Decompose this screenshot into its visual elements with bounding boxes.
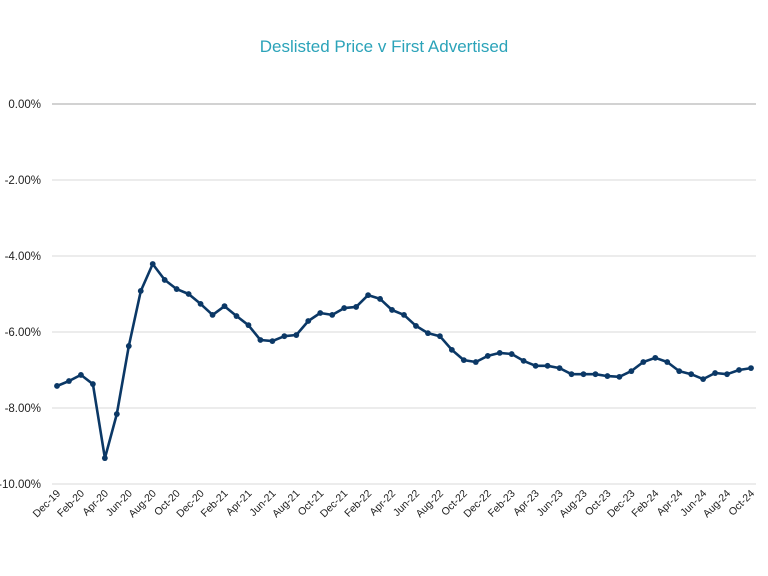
data-point	[365, 292, 372, 299]
y-tick-label: -10.00%	[0, 479, 41, 491]
data-point	[185, 291, 192, 297]
data-point	[604, 373, 611, 379]
x-tick-label: Feb-24	[629, 488, 661, 520]
data-point	[532, 362, 539, 369]
data-point	[628, 368, 635, 375]
data-point	[305, 318, 312, 324]
data-point	[341, 305, 348, 311]
x-tick-label: Feb-23	[486, 488, 518, 520]
x-tick-label: Aug-20	[126, 488, 159, 521]
x-tick-label: Aug-24	[701, 488, 734, 521]
data-point	[54, 383, 60, 389]
x-tick-label: Oct-24	[726, 488, 757, 519]
x-tick-label: Feb-21	[199, 488, 231, 520]
data-point	[448, 346, 455, 353]
data-point	[317, 310, 324, 316]
data-point	[580, 371, 587, 378]
data-point	[700, 376, 707, 383]
x-tick-label: Aug-22	[414, 488, 447, 521]
data-point	[508, 351, 515, 357]
chart-title: Deslisted Price v First Advertised	[260, 37, 508, 56]
data-point	[413, 323, 419, 329]
x-tick-label: Feb-20	[55, 488, 87, 520]
data-point	[736, 367, 742, 373]
data-point	[257, 337, 264, 343]
data-point	[161, 277, 168, 283]
data-point	[544, 362, 551, 369]
data-point	[197, 300, 204, 307]
data-point	[209, 312, 216, 318]
data-point	[652, 354, 659, 361]
data-point	[401, 312, 407, 318]
data-point	[221, 303, 228, 310]
data-point	[78, 372, 84, 378]
data-point	[592, 371, 599, 378]
data-point	[460, 357, 467, 364]
data-point	[748, 365, 754, 371]
data-point	[233, 313, 240, 319]
data-point	[173, 286, 180, 292]
data-point	[89, 381, 96, 387]
series-line	[56, 262, 752, 460]
data-point	[377, 296, 383, 302]
y-tick-label: 0.00%	[8, 99, 41, 111]
data-point	[664, 359, 671, 365]
data-point	[353, 304, 360, 310]
x-tick-label: Feb-22	[342, 488, 374, 520]
data-point	[688, 371, 695, 378]
data-point	[149, 261, 156, 267]
x-tick-label: Aug-21	[270, 488, 303, 521]
data-point	[389, 307, 395, 313]
data-point	[125, 343, 132, 349]
data-point	[472, 359, 479, 365]
y-tick-label: -2.00%	[5, 175, 41, 187]
data-point	[484, 353, 491, 359]
x-tick-label: Aug-23	[557, 488, 590, 521]
data-point	[616, 373, 623, 380]
data-point	[496, 350, 503, 356]
y-tick-label: -4.00%	[5, 251, 41, 263]
data-point	[436, 333, 443, 340]
y-tick-label: -8.00%	[5, 403, 41, 415]
data-point	[520, 357, 527, 364]
data-point	[269, 338, 276, 345]
data-point	[568, 371, 575, 378]
y-tick-label: -6.00%	[5, 327, 41, 339]
data-point	[724, 371, 730, 378]
data-point	[101, 455, 108, 462]
data-point	[676, 368, 683, 375]
data-point	[329, 312, 336, 318]
data-point	[712, 370, 719, 376]
data-point	[293, 332, 300, 338]
data-point	[556, 365, 563, 371]
data-point	[425, 330, 431, 337]
data-point	[137, 288, 144, 294]
data-point	[113, 411, 120, 417]
data-point	[281, 333, 288, 340]
data-point	[245, 322, 252, 329]
data-point	[640, 359, 647, 365]
data-point	[66, 378, 72, 384]
